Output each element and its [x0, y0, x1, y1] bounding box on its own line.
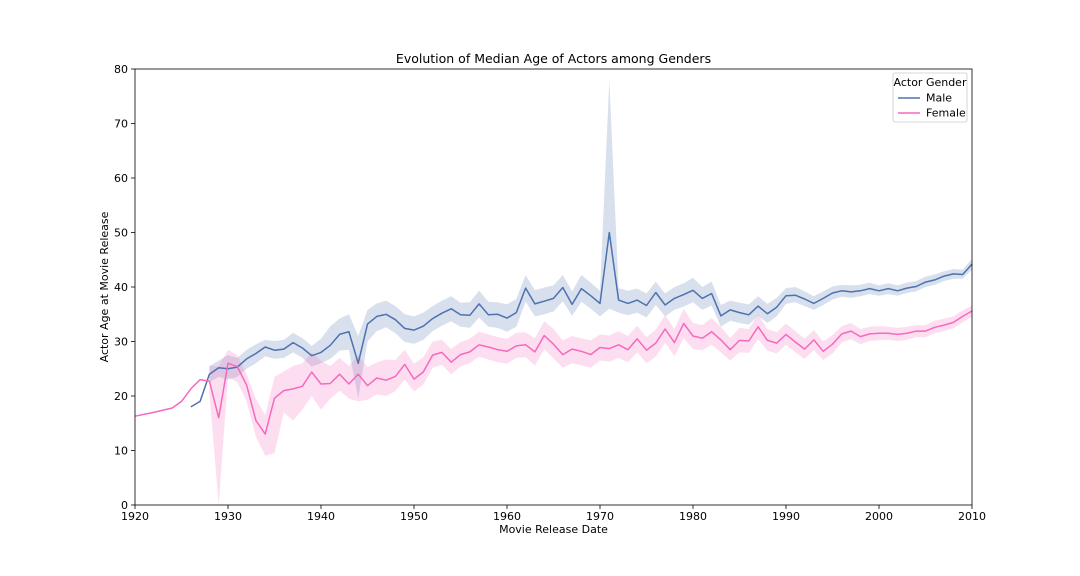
- x-tick-label: 1950: [400, 510, 428, 523]
- legend: Actor Gender Male Female: [892, 72, 968, 123]
- confidence-bands: [209, 79, 972, 505]
- x-tick-label: 1920: [121, 510, 149, 523]
- x-axis-label: Movie Release Date: [499, 523, 608, 536]
- y-tick-label: 60: [114, 172, 128, 185]
- legend-box: [892, 72, 968, 123]
- x-tick-label: 1930: [214, 510, 242, 523]
- band-female: [209, 305, 972, 505]
- x-axis-ticks: 1920 1930 1940 1950 1960 1970 1980 1990 2000 2010: [121, 505, 986, 523]
- legend-title: Actor Gender: [894, 76, 967, 89]
- chart-title: Evolution of Median Age of Actors among …: [396, 51, 711, 66]
- y-tick-label: 80: [114, 63, 128, 76]
- y-tick-label: 40: [114, 281, 128, 294]
- y-tick-label: 10: [114, 445, 128, 458]
- x-tick-label: 1940: [307, 510, 335, 523]
- x-tick-label: 1970: [586, 510, 614, 523]
- legend-label-male: Male: [926, 92, 952, 105]
- y-tick-label: 30: [114, 336, 128, 349]
- y-axis-ticks: 0 10 20 30 40 50 60 70 80: [114, 63, 135, 512]
- y-axis-label: Actor Age at Movie Release: [98, 211, 111, 362]
- y-tick-label: 0: [121, 499, 128, 512]
- band-male: [209, 79, 972, 399]
- y-tick-label: 50: [114, 227, 128, 240]
- x-tick-label: 2010: [958, 510, 986, 523]
- series-line-female: [134, 310, 973, 435]
- legend-label-female: Female: [926, 107, 966, 120]
- x-tick-label: 1990: [772, 510, 800, 523]
- x-tick-label: 1960: [493, 510, 521, 523]
- series-line-male: [190, 231, 973, 408]
- y-tick-label: 20: [114, 390, 128, 403]
- y-tick-label: 70: [114, 118, 128, 131]
- x-tick-label: 1980: [679, 510, 707, 523]
- series-lines: [134, 231, 973, 435]
- x-tick-label: 2000: [865, 510, 893, 523]
